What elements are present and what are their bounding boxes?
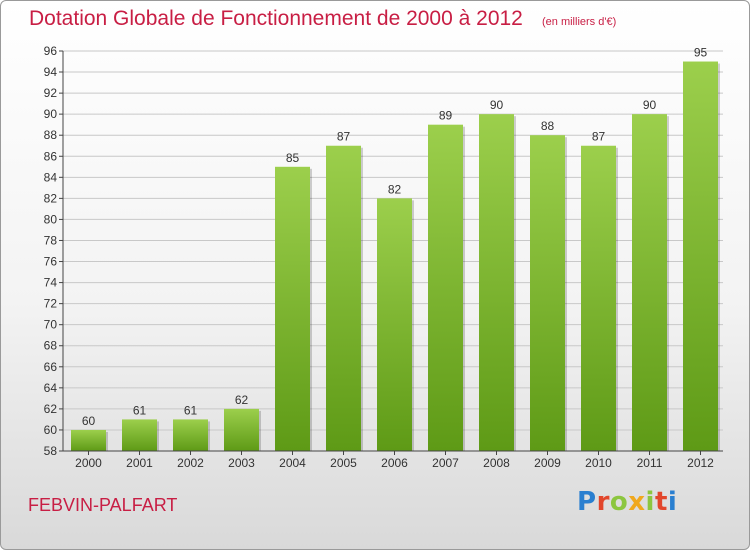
- bar: [224, 408, 259, 451]
- bar-chart: 60 61 61 62 85 87 82 89 90 88 87 90 95 58 60 62 64 66 68 7…: [44, 44, 723, 470]
- logo-letter: r: [596, 487, 610, 517]
- x-tick-label: 2004: [279, 456, 306, 470]
- y-tick-label: 80: [44, 212, 58, 226]
- y-tick-label: 62: [44, 402, 58, 416]
- bar: [632, 114, 667, 451]
- bar-value-label: 61: [133, 403, 147, 417]
- bar-value-label: 85: [286, 151, 300, 165]
- y-tick-label: 68: [44, 339, 58, 353]
- commune-name: FEBVIN-PALFART: [28, 495, 178, 515]
- logo-letter: o: [609, 487, 629, 517]
- bar: [326, 145, 361, 451]
- bar-value-label: 88: [541, 119, 555, 133]
- bar-value-label: 62: [235, 393, 249, 407]
- y-tick-label: 66: [44, 360, 58, 374]
- bar-value-label: 60: [82, 414, 96, 428]
- bar: [479, 114, 514, 451]
- bar: [377, 198, 412, 451]
- proxiti-logo[interactable]: Proxiti: [577, 487, 677, 517]
- y-tick-label: 74: [44, 276, 58, 290]
- y-tick-label: 94: [44, 65, 58, 79]
- logo-letter: i: [645, 487, 655, 517]
- x-tick-label: 2012: [687, 456, 714, 470]
- bar-value-label: 89: [439, 109, 453, 123]
- logo-letter: P: [577, 487, 597, 517]
- bar: [428, 124, 463, 452]
- logo-letter: t: [654, 487, 668, 517]
- logo-letter: i: [667, 487, 678, 517]
- bar: [530, 135, 565, 452]
- unit-label: (en milliers d'€): [542, 16, 617, 28]
- bar: [173, 419, 208, 451]
- x-tick-label: 2003: [228, 456, 255, 470]
- bar: [71, 429, 106, 451]
- y-tick-label: 64: [44, 381, 58, 395]
- bar-value-label: 82: [388, 182, 402, 196]
- axes: 58 60 62 64 66 68 70 72 74 76 78 80 82 84 86 88 90 92 94 96…: [44, 44, 723, 470]
- y-tick-label: 86: [44, 149, 58, 163]
- x-tick-label: 2007: [432, 456, 459, 470]
- bar-value-label: 90: [643, 98, 657, 112]
- y-tick-label: 92: [44, 86, 58, 100]
- bar: [683, 61, 718, 452]
- x-tick-label: 2000: [75, 456, 102, 470]
- x-tick-label: 2001: [126, 456, 153, 470]
- bar-value-label: 61: [184, 403, 198, 417]
- x-tick-label: 2002: [177, 456, 204, 470]
- x-tick-label: 2008: [483, 456, 510, 470]
- bar-value-label: 90: [490, 98, 504, 112]
- y-tick-label: 72: [44, 297, 58, 311]
- chart-title: Dotation Globale de Fonctionnement de 20…: [29, 7, 523, 30]
- x-tick-label: 2011: [637, 456, 663, 470]
- x-tick-label: 2005: [330, 456, 357, 470]
- bar: [122, 419, 157, 451]
- bar-value-label: 87: [337, 130, 351, 144]
- bar-value-label: 87: [592, 130, 606, 144]
- logo-letter: x: [628, 487, 646, 517]
- y-tick-label: 58: [44, 444, 58, 458]
- bars: 60 61 61 62 85 87 82 89 90 88 87 90 95: [71, 46, 720, 452]
- y-tick-label: 70: [44, 318, 58, 332]
- y-tick-label: 84: [44, 170, 58, 184]
- bar: [275, 166, 310, 451]
- y-tick-label: 76: [44, 255, 58, 269]
- y-tick-label: 96: [44, 44, 58, 58]
- y-tick-label: 90: [44, 107, 58, 121]
- bar-value-label: 95: [694, 46, 708, 60]
- y-tick-label: 60: [44, 423, 58, 437]
- x-tick-label: 2010: [585, 456, 612, 470]
- y-tick-label: 78: [44, 233, 58, 247]
- y-tick-label: 82: [44, 191, 58, 205]
- x-tick-label: 2006: [381, 456, 408, 470]
- y-tick-label: 88: [44, 128, 58, 142]
- x-tick-label: 2009: [534, 456, 561, 470]
- bar: [581, 145, 616, 451]
